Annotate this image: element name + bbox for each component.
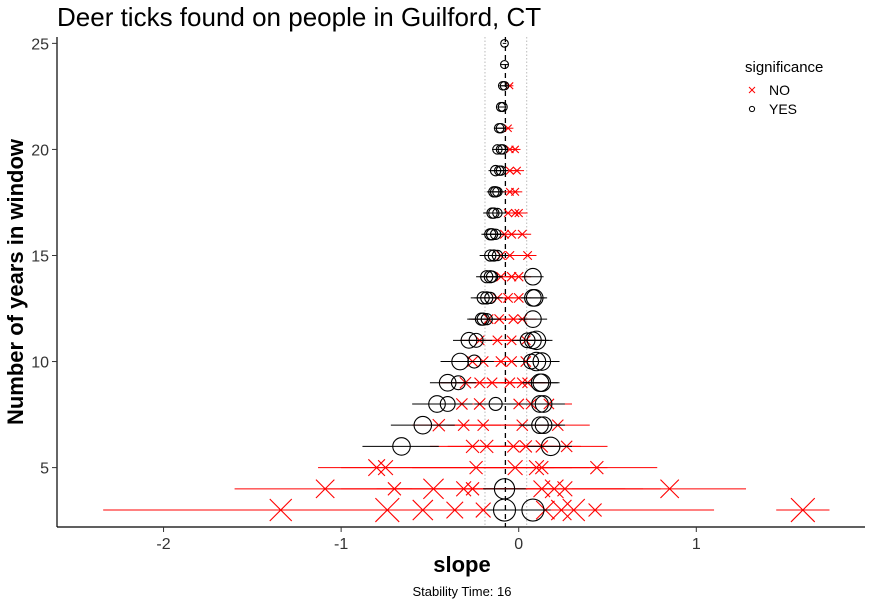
circle-marker	[489, 228, 502, 240]
series-yes	[362, 39, 572, 522]
circle-marker	[467, 354, 482, 369]
legend-yes-icon	[748, 105, 756, 113]
circle-marker	[492, 186, 503, 198]
cross-marker	[557, 481, 573, 497]
circle-marker	[484, 291, 497, 305]
x-axis-title: slope	[433, 552, 490, 577]
cross-stroke	[660, 479, 680, 499]
circle-marker	[524, 310, 542, 328]
circle-marker	[413, 415, 433, 435]
circle-marker	[488, 396, 503, 412]
y-tick-label: 10	[31, 355, 49, 372]
x-tick-label: -2	[156, 536, 170, 553]
cross-marker	[589, 460, 604, 475]
cross-marker	[660, 479, 680, 499]
cross-marker	[514, 208, 524, 218]
cross-marker	[506, 82, 514, 90]
circle-marker	[521, 498, 545, 522]
cross-marker	[522, 250, 533, 261]
cross-stroke	[510, 187, 520, 197]
circle-marker	[492, 207, 503, 219]
circle-marker	[523, 353, 540, 370]
circle-marker	[524, 267, 542, 286]
cross-marker	[504, 124, 513, 133]
x-tick-label: 0	[514, 536, 523, 553]
cross-stroke	[513, 292, 524, 303]
circle-marker	[524, 331, 542, 350]
cross-stroke	[505, 250, 515, 261]
y-tick-label: 5	[40, 461, 49, 478]
cross-stroke	[506, 229, 517, 239]
cross-stroke	[748, 86, 756, 94]
circle-marker	[540, 436, 561, 457]
circle-marker	[500, 39, 509, 48]
y-tick-label: 25	[31, 36, 49, 53]
data-marks	[103, 39, 830, 523]
cross-stroke	[511, 145, 520, 154]
cross-stroke	[589, 460, 604, 475]
cross-marker	[511, 145, 520, 154]
circle-marker	[480, 312, 493, 326]
legend-label-no: NO	[769, 82, 790, 98]
cross-stroke	[517, 229, 527, 239]
circle-marker	[491, 249, 504, 262]
series-no	[103, 82, 830, 523]
x-tick-label: 1	[692, 536, 701, 553]
circle-marker	[499, 80, 510, 91]
cross-stroke	[513, 271, 524, 282]
cross-marker	[513, 271, 524, 282]
circle-marker	[497, 144, 508, 155]
circle-marker	[392, 437, 411, 456]
chart-title: Deer ticks found on people in Guilford, …	[57, 2, 541, 32]
y-axis-title: Number of years in window	[3, 138, 28, 425]
cross-marker	[517, 229, 527, 239]
circle-marker	[493, 478, 516, 500]
circle-marker	[495, 122, 507, 134]
cross-stroke	[377, 459, 394, 476]
circle-marker	[485, 270, 499, 283]
cross-stroke	[504, 124, 513, 133]
cross-marker	[377, 459, 394, 476]
circle-marker	[497, 101, 508, 113]
cross-marker	[790, 497, 816, 523]
circle-marker	[495, 165, 507, 176]
x-tick-label: -1	[334, 536, 348, 553]
legend-title: significance	[745, 59, 823, 76]
caption: Stability Time: 16	[413, 584, 512, 599]
cross-marker	[505, 250, 515, 261]
legend-label-yes: YES	[769, 101, 797, 117]
circle-marker	[468, 332, 484, 348]
cross-stroke	[514, 208, 524, 218]
circle-marker	[450, 375, 466, 391]
legend-no-icon	[748, 86, 756, 94]
cross-stroke	[557, 481, 573, 497]
cross-marker	[588, 503, 602, 517]
cross-marker	[512, 166, 522, 175]
cross-marker	[513, 292, 524, 303]
cross-stroke	[790, 497, 816, 523]
axes	[56, 37, 865, 528]
circle-marker	[532, 373, 552, 393]
y-tick-label: 15	[31, 248, 49, 265]
cross-stroke	[522, 250, 533, 261]
cross-stroke	[506, 82, 514, 90]
circle-marker	[499, 60, 510, 70]
cross-marker	[510, 187, 520, 197]
circle-marker	[534, 395, 553, 413]
cross-stroke	[588, 503, 602, 517]
cross-marker	[506, 229, 517, 239]
circle-marker	[525, 289, 544, 307]
circle-marker	[439, 396, 456, 412]
legend: significance NO YES	[745, 59, 823, 117]
circle-marker	[534, 416, 553, 435]
cross-stroke	[512, 166, 522, 175]
y-tick-label: 20	[31, 142, 49, 159]
